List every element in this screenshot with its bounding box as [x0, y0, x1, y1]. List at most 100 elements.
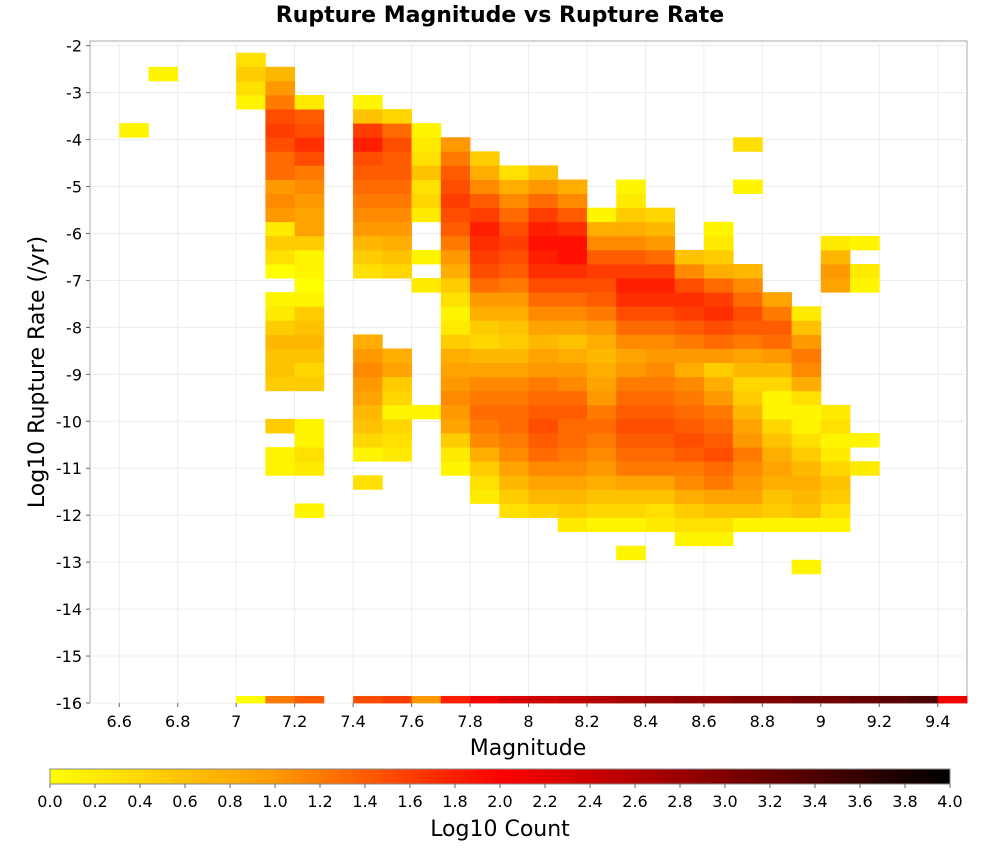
- heatmap-cell: [265, 418, 296, 434]
- heatmap-cell: [470, 221, 500, 237]
- heatmap-cell: [382, 433, 412, 448]
- colorbar-ticks: 0.0 0.2 0.4 0.6 0.8 1.0 1.2 1.4 1.6 1.8 2.0 2.2 2.4 2…: [37, 784, 963, 811]
- heatmap-cell: [382, 151, 412, 166]
- heatmap-cell: [499, 390, 529, 406]
- heatmap-cell: [528, 376, 559, 392]
- heatmap-cell: [703, 348, 734, 364]
- heatmap-cell: [294, 123, 325, 138]
- heatmap-cell: [440, 264, 471, 279]
- heatmap-cell: [733, 695, 763, 704]
- heatmap-cell: [528, 165, 559, 180]
- heatmap-cell: [470, 278, 500, 293]
- heatmap-cell: [586, 320, 617, 335]
- heatmap-cell: [674, 320, 705, 335]
- heatmap-cell: [674, 348, 705, 364]
- heatmap-cell: [382, 695, 412, 704]
- heatmap-cell: [645, 418, 676, 434]
- heatmap-cell: [353, 94, 383, 110]
- heatmap-cell: [499, 207, 529, 223]
- heatmap-cell: [557, 418, 588, 434]
- heatmap-cell: [499, 193, 529, 209]
- heatmap-cell: [470, 418, 500, 434]
- heatmap-cell: [499, 306, 529, 321]
- y-tick-label: -4: [66, 131, 82, 150]
- heatmap-cell: [411, 207, 442, 223]
- heatmap-cell: [353, 235, 383, 251]
- heatmap-cell: [616, 249, 646, 265]
- heatmap-cell: [674, 376, 705, 392]
- heatmap-cell: [557, 489, 588, 504]
- heatmap-cell: [557, 475, 588, 490]
- heatmap-cell: [586, 390, 617, 406]
- x-tick-label: 6.6: [107, 712, 132, 731]
- heatmap-cell: [791, 447, 822, 462]
- heatmap-cell: [294, 193, 325, 209]
- heatmap-cell: [382, 235, 412, 251]
- heatmap-cell: [733, 376, 763, 392]
- heatmap-cell: [586, 517, 617, 533]
- heatmap-cell: [645, 489, 676, 504]
- colorbar-tick-label: 3.6: [847, 792, 872, 811]
- heatmap-cell: [353, 151, 383, 166]
- heatmap-cell: [733, 418, 763, 434]
- heatmap-cell: [616, 489, 646, 504]
- heatmap-cell: [674, 475, 705, 490]
- heatmap-cell: [265, 137, 296, 152]
- heatmap-cell: [440, 418, 471, 434]
- heatmap-cell: [499, 475, 529, 490]
- heatmap-cell: [645, 235, 676, 251]
- heatmap-cell: [733, 447, 763, 462]
- heatmap-cell: [820, 503, 851, 518]
- heatmap-cell: [762, 390, 792, 406]
- heatmap-cell: [528, 695, 559, 704]
- heatmap-cell: [703, 433, 734, 448]
- heatmap-cell: [703, 334, 734, 349]
- heatmap-cell: [674, 517, 705, 533]
- heatmap-cell: [762, 433, 792, 448]
- heatmap-cell: [440, 249, 471, 265]
- heatmap-cell: [470, 334, 500, 349]
- heatmap-cell: [470, 404, 500, 420]
- heatmap-cell: [557, 207, 588, 223]
- x-tick-label: 7.2: [282, 712, 307, 731]
- heatmap-cell: [382, 447, 412, 462]
- heatmap-cell: [294, 151, 325, 166]
- heatmap-cell: [820, 489, 851, 504]
- heatmap-cell: [294, 461, 325, 476]
- heatmap-cell: [586, 207, 617, 223]
- heatmap-cell: [294, 165, 325, 180]
- heatmap-cell: [703, 306, 734, 321]
- heatmap-cell: [294, 179, 325, 194]
- heatmap-cell: [499, 461, 529, 476]
- x-axis-label: Magnitude: [470, 736, 587, 761]
- heatmap-cell: [703, 503, 734, 518]
- heatmap-cell: [557, 235, 588, 251]
- heatmap-cell: [616, 695, 646, 704]
- heatmap-cell: [353, 447, 383, 462]
- heatmap-cell: [674, 503, 705, 518]
- heatmap-cell: [382, 348, 412, 364]
- heatmap-cell: [674, 695, 705, 704]
- heatmap-cell: [382, 207, 412, 223]
- heatmap-cell: [586, 433, 617, 448]
- y-tick-label: -6: [66, 224, 82, 243]
- heatmap-cell: [528, 334, 559, 349]
- heatmap-cell: [645, 503, 676, 518]
- heatmap-cell: [265, 447, 296, 462]
- heatmap-cell: [528, 418, 559, 434]
- heatmap-cell: [499, 695, 529, 704]
- heatmap-cell: [703, 221, 734, 237]
- heatmap-cell: [645, 517, 676, 533]
- heatmap-cell: [557, 433, 588, 448]
- heatmap-cell: [616, 433, 646, 448]
- heatmap-cell: [645, 376, 676, 392]
- heatmap-cell: [645, 695, 676, 704]
- heatmap-cell: [645, 221, 676, 237]
- heatmap-cell: [703, 447, 734, 462]
- heatmap-cell: [733, 320, 763, 335]
- heatmap-cell: [294, 207, 325, 223]
- heatmap-cell: [528, 306, 559, 321]
- heatmap-cell: [616, 418, 646, 434]
- heatmap-cell: [820, 475, 851, 490]
